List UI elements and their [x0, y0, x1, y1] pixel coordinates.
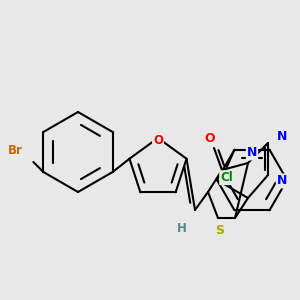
Text: N: N: [277, 130, 287, 143]
Text: Br: Br: [8, 143, 23, 157]
Text: O: O: [153, 134, 163, 146]
Text: Cl: Cl: [220, 171, 233, 184]
Text: O: O: [205, 131, 215, 145]
Text: S: S: [215, 224, 224, 236]
Text: N: N: [277, 175, 287, 188]
Text: H: H: [177, 221, 187, 235]
Text: N: N: [247, 146, 257, 160]
